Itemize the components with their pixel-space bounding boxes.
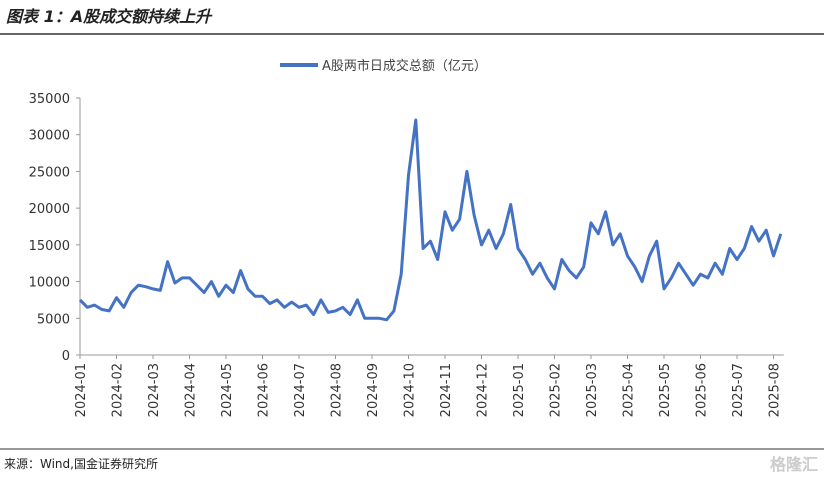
watermark: 格隆汇	[770, 455, 818, 474]
x-tick-label: 2024-03	[147, 363, 162, 417]
x-tick-label: 2025-07	[731, 363, 746, 417]
line	[78, 118, 783, 322]
x-tick-label: 2024-11	[439, 363, 454, 417]
x-tick-label: 2024-01	[74, 363, 89, 417]
chart-title: 图表 1：A股成交额持续上升	[6, 7, 213, 26]
x-tick-label: 2024-04	[184, 363, 199, 417]
y-tick-label: 10000	[29, 276, 70, 291]
x-tick-label: 2024-02	[111, 363, 126, 417]
x-tick-label: 2024-12	[476, 363, 491, 417]
y-tick-label: 15000	[29, 239, 70, 254]
x-tick-label: 2024-08	[330, 363, 345, 417]
y-tick-label: 5000	[37, 312, 70, 327]
y-tick-label: 20000	[29, 202, 70, 217]
x-tick-label: 2025-01	[512, 363, 527, 417]
source: 来源：Wind,国金证券研究所	[4, 456, 158, 471]
x-tick-label: 2025-08	[768, 363, 783, 417]
y-tick-label: 30000	[29, 129, 70, 144]
x-tick-label: 2024-10	[403, 363, 418, 417]
y-tick-label: 35000	[29, 92, 70, 107]
x-tick-label: 2025-04	[622, 363, 637, 417]
x-tick-label: 2025-03	[585, 363, 600, 417]
x-tick-label: 2024-07	[293, 363, 308, 417]
y-tick-label: 0	[62, 349, 70, 364]
x-tick-label: 2025-06	[695, 363, 710, 417]
x-tick-label: 2025-05	[658, 363, 673, 417]
x-tick-label: 2024-06	[257, 363, 272, 417]
legend-label: A股两市日成交总额（亿元）	[322, 58, 487, 74]
x-tick-label: 2024-09	[366, 363, 381, 417]
x-tick-label: 2024-05	[220, 363, 235, 417]
y-tick-label: 25000	[29, 165, 70, 180]
x-tick-label: 2025-02	[549, 363, 564, 417]
